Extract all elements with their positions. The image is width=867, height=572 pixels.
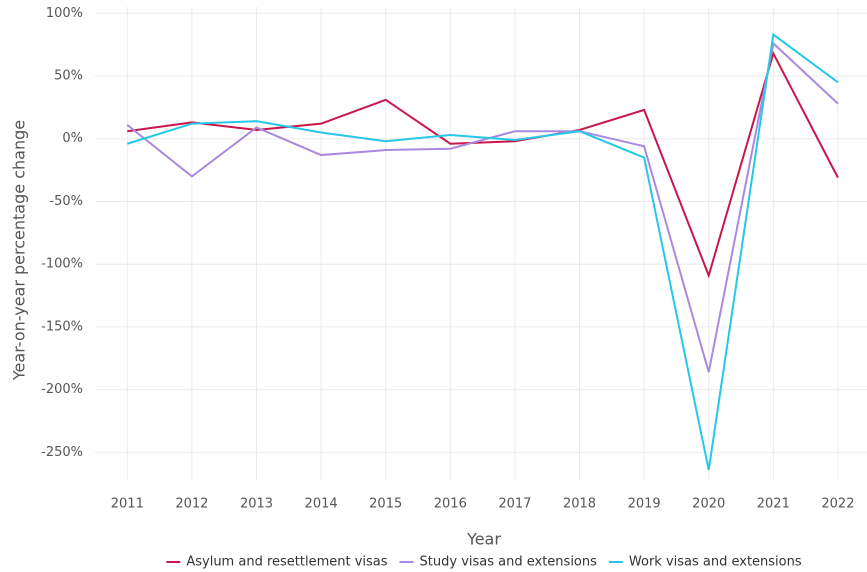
y-tick-label: 100%	[46, 6, 83, 21]
y-tick-label: -50%	[49, 194, 83, 209]
x-tick-label: 2018	[563, 497, 596, 512]
x-tick-label: 2020	[692, 497, 725, 512]
x-tick-label: 2015	[369, 497, 402, 512]
x-tick-label: 2021	[757, 497, 790, 512]
legend-label: Study visas and extensions	[420, 555, 598, 570]
legend-label: Work visas and extensions	[629, 555, 802, 570]
y-tick-label: -100%	[41, 257, 83, 272]
x-tick-label: 2014	[305, 497, 338, 512]
series-line	[127, 32, 839, 471]
y-tick-label: -200%	[41, 382, 83, 397]
x-tick-label: 2022	[821, 497, 854, 512]
y-tick-label: 0%	[62, 131, 83, 146]
x-tick-label: 2012	[175, 497, 208, 512]
y-tick-label: -250%	[41, 445, 83, 460]
y-tick-label: -150%	[41, 319, 83, 334]
x-tick-label: 2011	[111, 497, 144, 512]
x-tick-label: 2016	[434, 497, 467, 512]
y-tick-label: 50%	[54, 69, 83, 84]
y-axis-title: Year-on-year percentage change	[10, 120, 29, 381]
x-axis-title: Year	[466, 530, 501, 549]
x-tick-label: 2017	[498, 497, 531, 512]
grid	[95, 7, 867, 480]
legend-label: Asylum and resettlement visas	[186, 555, 387, 570]
series-line	[126, 41, 839, 373]
series-line	[127, 50, 839, 279]
legend: Asylum and resettlement visas Study visas…	[166, 555, 802, 570]
x-tick-label: 2013	[240, 497, 273, 512]
x-tick-label: 2019	[628, 497, 661, 512]
